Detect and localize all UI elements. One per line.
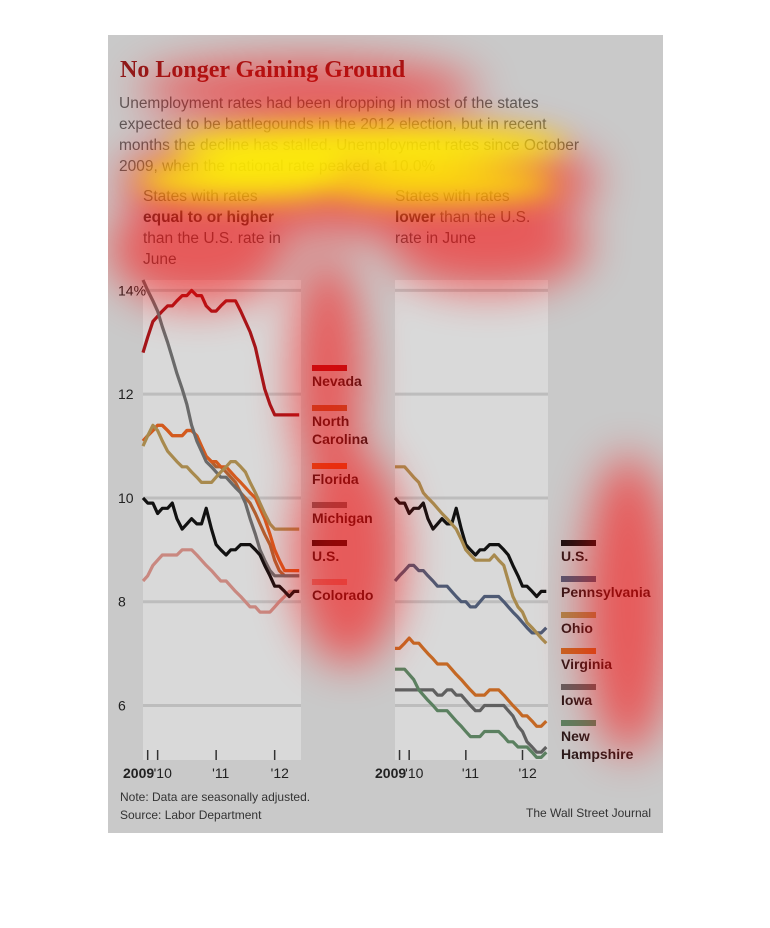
- plot-area-right: [395, 280, 548, 760]
- series-line-colorado: [141, 548, 300, 614]
- legend-swatch: [561, 720, 596, 726]
- legend-label: Nevada: [312, 373, 362, 389]
- legend-label: North: [312, 413, 349, 429]
- x-tick-label: 2009: [123, 765, 154, 781]
- x-tick-label: '11: [462, 765, 479, 781]
- legend-swatch: [312, 579, 347, 585]
- x-tick-label: '12: [519, 765, 537, 781]
- legend-label: Virginia: [561, 656, 612, 672]
- legend-label: Ohio: [561, 620, 593, 636]
- y-tick-label: 14%: [118, 282, 146, 298]
- plot-area-left: [143, 280, 301, 760]
- legend-label: U.S.: [312, 548, 339, 564]
- chart-figure: No Longer Gaining Ground Unemployment ra…: [108, 35, 663, 833]
- line-charts: 14%1210862009'10'11'12NevadaNorthCarolin…: [118, 279, 651, 781]
- credit-text: The Wall Street Journal: [526, 806, 651, 820]
- legend-label: Michigan: [312, 510, 373, 526]
- legend-label: Florida: [312, 471, 359, 487]
- x-tick-label: 2009: [375, 765, 406, 781]
- legend-swatch: [561, 648, 596, 654]
- series-line-florida: [141, 423, 300, 573]
- source-text: Source: Labor Department: [120, 808, 262, 822]
- x-tick-label: '10: [405, 765, 423, 781]
- legend-label: Hampshire: [561, 746, 634, 762]
- series-line-ohio: [395, 465, 548, 645]
- y-tick-label: 10: [118, 490, 134, 506]
- legend-swatch: [312, 540, 347, 546]
- x-tick-label: '12: [271, 765, 289, 781]
- legend-label: Pennsylvania: [561, 584, 651, 600]
- series-line-u-s-: [393, 496, 547, 599]
- legend-swatch: [561, 612, 596, 618]
- legend-label: New: [561, 728, 590, 744]
- legend-swatch: [312, 365, 347, 371]
- footnote: Note: Data are seasonally adjusted. Sourc…: [120, 788, 310, 824]
- legend-swatch: [312, 463, 347, 469]
- series-line-u-s-: [141, 496, 300, 599]
- legend-swatch: [312, 502, 347, 508]
- legend-swatch: [561, 576, 596, 582]
- y-tick-label: 12: [118, 386, 134, 402]
- series-line-virginia: [395, 636, 548, 728]
- series-line-nevada: [141, 288, 300, 417]
- series-line-michigan: [141, 279, 300, 578]
- y-tick-label: 8: [118, 594, 126, 610]
- legend-label: Iowa: [561, 692, 592, 708]
- x-tick-label: '10: [154, 765, 172, 781]
- legend-swatch: [561, 684, 596, 690]
- series-line-new-hampshire: [395, 667, 548, 759]
- legend-swatch: [312, 405, 347, 411]
- series-line-pennsylvania: [393, 563, 548, 635]
- series-line-ohio: [141, 423, 300, 531]
- x-tick-label: '11: [212, 765, 229, 781]
- note-text: Note: Data are seasonally adjusted.: [120, 790, 311, 804]
- legend-label: Carolina: [312, 431, 368, 447]
- legend-label: Colorado: [312, 587, 373, 603]
- legend-swatch: [561, 540, 596, 546]
- y-tick-label: 6: [118, 698, 126, 714]
- legend-label: U.S.: [561, 548, 588, 564]
